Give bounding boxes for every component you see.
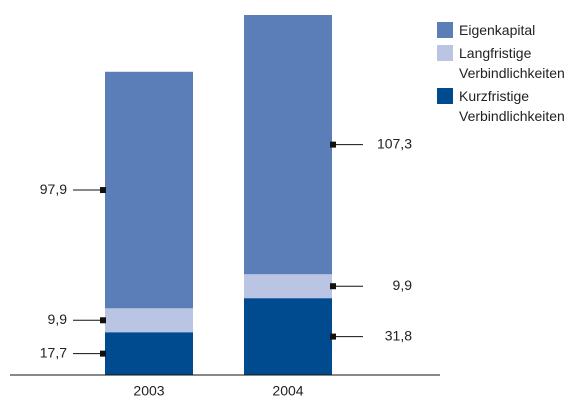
value-label: 9,9 <box>48 311 68 327</box>
bar-segment <box>105 332 193 375</box>
x-tick-label: 2003 <box>133 383 164 399</box>
callout-marker <box>100 187 106 194</box>
bar-segment <box>244 274 332 299</box>
bar-segment <box>105 308 193 333</box>
value-label: 17,7 <box>40 344 67 360</box>
callout-marker <box>330 283 336 290</box>
callout-marker <box>330 333 336 340</box>
bar-segment <box>244 15 332 275</box>
callout-marker <box>330 141 336 148</box>
callout-marker <box>100 350 106 357</box>
legend-label: Kurzfristige Verbindlichkeiten <box>459 88 565 124</box>
x-tick-label: 2004 <box>272 383 303 399</box>
value-label: 107,3 <box>377 135 412 151</box>
legend-label: Eigenkapital <box>459 22 536 38</box>
callout-marker <box>100 317 106 324</box>
value-label: 9,9 <box>393 277 413 293</box>
value-label: 31,8 <box>385 327 412 343</box>
legend-swatch <box>437 45 453 61</box>
bar-segment <box>244 298 332 375</box>
legend-item: Kurzfristige Verbindlichkeiten <box>437 86 581 126</box>
legend-swatch <box>437 88 453 104</box>
legend-label: Langfristige Verbindlichkeiten <box>459 45 565 81</box>
legend: Eigenkapital Langfristige Verbindlichkeit… <box>437 20 581 129</box>
value-label: 97,9 <box>40 181 67 197</box>
legend-item: Eigenkapital <box>437 20 581 40</box>
bar-segment <box>105 71 193 309</box>
legend-item: Langfristige Verbindlichkeiten <box>437 43 581 83</box>
legend-swatch <box>437 22 453 38</box>
